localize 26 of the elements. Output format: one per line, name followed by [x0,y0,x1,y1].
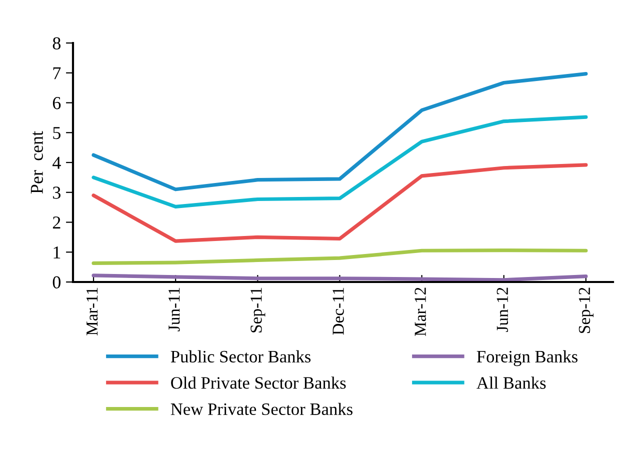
x-tick-label: Dec-11 [332,288,344,335]
y-tick-label: 0 [52,276,61,288]
line-series [92,248,588,265]
y-tick-label: 4 [52,156,61,169]
y-tick-label: 6 [52,97,61,110]
legend-label: Public Sector Banks [170,350,311,363]
line-series [92,163,588,243]
x-tick-label: Jun-12 [496,288,508,332]
y-tick-label: 8 [52,37,61,50]
y-tick-label: 1 [54,246,60,258]
x-tick-label: Jun-11 [168,288,180,332]
x-tick-label: Mar-11 [86,288,98,336]
y-tick-label: 3 [53,186,60,199]
y-tick-label: 2 [52,216,60,229]
legend-label: Foreign Banks [476,350,578,366]
x-tick-label: Mar-12 [414,288,426,336]
x-tick-label: Sep-11 [250,288,266,332]
line-series [92,115,588,209]
y-tick-label: 7 [53,67,61,80]
x-tick-label: Sep-12 [578,288,594,333]
legend-label: New Private Sector Banks [170,402,352,416]
y-tick-label: 5 [53,127,60,140]
line-series [92,72,588,192]
legend-label: Old Private Sector Banks [171,376,346,389]
y-axis-title: Per cent [30,131,43,194]
legend-label: All Banks [476,376,546,389]
